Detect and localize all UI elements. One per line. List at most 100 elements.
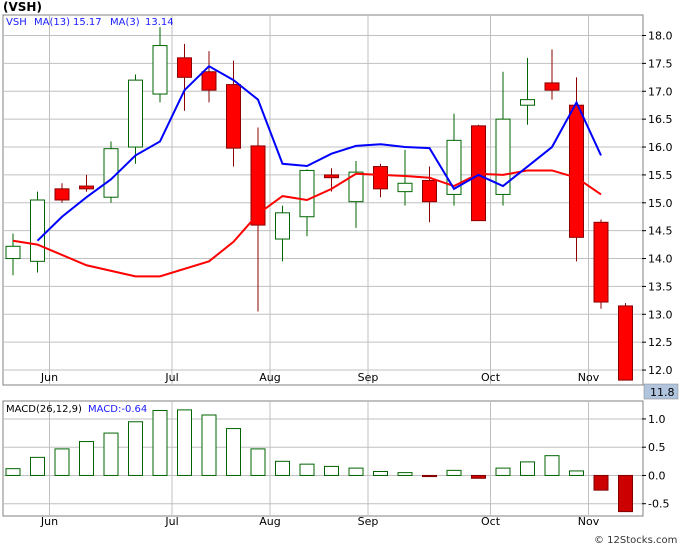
candle xyxy=(422,166,437,223)
candle-body xyxy=(544,82,560,91)
candle-body xyxy=(250,145,266,226)
candle-body xyxy=(324,174,339,179)
macd-bar xyxy=(446,469,462,476)
legend-symbol: VSH xyxy=(6,17,27,28)
candle xyxy=(373,163,388,198)
price-month-label: Sep xyxy=(358,371,379,384)
price-tick-label: 17.0 xyxy=(648,85,673,98)
price-tick-label: 17.5 xyxy=(648,57,673,70)
macd-bar xyxy=(275,460,290,476)
candle-body xyxy=(348,171,364,203)
macd-bar xyxy=(201,414,217,476)
macd-bar xyxy=(5,468,21,476)
watermark: © 12Stocks.com xyxy=(594,535,677,546)
candle-body xyxy=(103,148,119,198)
macd-month-label: Nov xyxy=(578,515,600,528)
candle-body xyxy=(128,79,143,148)
price-tick-label: 13.5 xyxy=(648,280,673,293)
candle xyxy=(250,127,266,312)
candle xyxy=(226,60,241,167)
price-month-label: Nov xyxy=(578,371,600,384)
macd-bar xyxy=(30,456,45,476)
candle-body xyxy=(275,212,290,240)
candle xyxy=(520,57,535,125)
candle xyxy=(569,77,584,262)
candle xyxy=(103,141,119,203)
price-x-axis: Jun Jul Aug Sep Oct Nov xyxy=(40,371,600,384)
macd-bar xyxy=(152,409,168,476)
candle xyxy=(30,191,45,273)
candle-body xyxy=(5,245,21,260)
last-price-label: 11.8 xyxy=(650,386,675,399)
price-tick-label: 14.5 xyxy=(648,225,673,238)
candle-body xyxy=(152,45,168,95)
macd-histogram xyxy=(5,409,633,513)
candle xyxy=(593,219,609,309)
price-month-label: Jun xyxy=(40,371,58,384)
macd-bar xyxy=(618,474,633,513)
ticker-title: (VSH) xyxy=(3,0,42,14)
macd-bar xyxy=(397,472,413,476)
macd-value-label: MACD:-0.64 xyxy=(88,404,147,415)
macd-tick-label: 1.0 xyxy=(648,413,666,426)
candle-body xyxy=(299,169,315,218)
macd-y-axis: -0.5 0.0 0.5 1.0 xyxy=(642,413,669,511)
candle-body xyxy=(30,199,45,262)
macd-bar xyxy=(299,463,315,476)
ma3-line xyxy=(36,64,602,242)
candle-body xyxy=(618,305,633,381)
price-tick-label: 12.0 xyxy=(648,364,673,377)
moving-average-lines xyxy=(12,64,602,278)
macd-bar xyxy=(54,448,70,476)
candle xyxy=(5,233,21,276)
macd-bar xyxy=(128,421,143,476)
price-month-label: Oct xyxy=(481,371,501,384)
candle xyxy=(201,51,217,103)
candle-body xyxy=(422,179,437,203)
macd-bar xyxy=(495,467,511,476)
candle xyxy=(54,183,70,203)
candle-body xyxy=(373,166,388,190)
legend-ma3-value: 13.14 xyxy=(145,17,174,28)
macd-x-axis: Jun Jul Aug Sep Oct Nov xyxy=(40,515,600,528)
candle-body xyxy=(520,99,535,106)
candle xyxy=(128,74,143,164)
candle-body xyxy=(201,71,217,91)
macd-bar xyxy=(422,474,437,478)
macd-bar xyxy=(348,467,364,476)
candle xyxy=(618,303,633,381)
legend-ma13-label: MA(13) xyxy=(34,17,70,28)
candle-body xyxy=(397,182,413,193)
macd-bar xyxy=(226,428,241,476)
price-grid xyxy=(4,16,642,384)
candle xyxy=(544,49,560,100)
price-tick-label: 14.0 xyxy=(648,253,673,266)
candle xyxy=(299,169,315,237)
candle-body xyxy=(226,84,241,149)
price-month-label: Aug xyxy=(259,371,280,384)
candle xyxy=(471,124,486,222)
candle xyxy=(152,27,168,103)
macd-tick-label: -0.5 xyxy=(648,498,669,511)
legend-ma3-label: MA(3) xyxy=(110,17,140,28)
candle-body xyxy=(593,221,609,303)
macd-bar xyxy=(471,474,486,479)
macd-month-label: Aug xyxy=(259,515,280,528)
price-tick-label: 16.0 xyxy=(648,141,673,154)
candle xyxy=(446,113,462,206)
price-tick-label: 18.0 xyxy=(648,30,673,43)
macd-bar xyxy=(79,441,94,476)
candle xyxy=(79,174,94,192)
candle xyxy=(397,149,413,206)
macd-bar xyxy=(593,474,609,491)
price-tick-label: 13.0 xyxy=(648,308,673,321)
candlestick-series xyxy=(5,27,633,381)
candle-body xyxy=(569,104,584,238)
candle-body xyxy=(54,188,70,201)
price-panel-frame xyxy=(2,14,644,386)
legend-ma13-value: 15.17 xyxy=(73,17,102,28)
candle xyxy=(275,205,290,262)
candle-body xyxy=(79,185,94,190)
